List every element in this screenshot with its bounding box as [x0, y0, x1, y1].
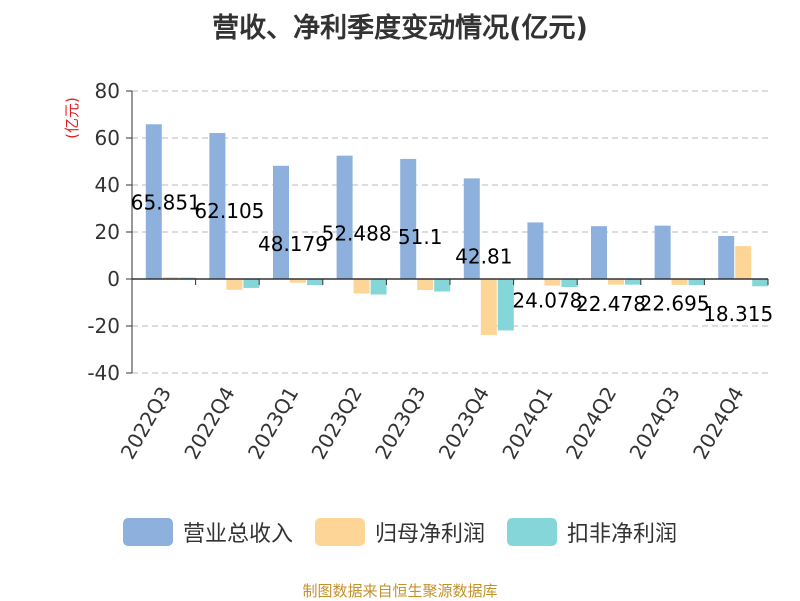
- y-tick-label: 0: [107, 267, 120, 291]
- bar-net-profit: [290, 279, 306, 283]
- legend-swatch-revenue: [122, 518, 173, 546]
- bar-net-profit: [162, 277, 179, 279]
- bar-net-profit: [480, 279, 497, 335]
- data-label: 52.488: [322, 222, 392, 246]
- bar-deducted-profit: [688, 279, 705, 286]
- x-tick-label: 2022Q4: [179, 383, 239, 464]
- bar-revenue: [527, 222, 544, 279]
- bar-deducted-profit: [625, 279, 641, 285]
- chart-title: 营收、净利季度变动情况(亿元): [212, 13, 588, 44]
- x-tick-label: 2024Q1: [497, 383, 557, 464]
- y-tick-label: 20: [95, 220, 120, 244]
- x-tick-label: 2024Q3: [624, 383, 684, 464]
- data-label: 62.105: [194, 199, 264, 223]
- bar-deducted-profit: [561, 279, 578, 287]
- data-label: 42.81: [455, 244, 512, 268]
- bar-net-profit: [608, 279, 624, 285]
- data-label: 22.695: [640, 292, 710, 316]
- legend-item-net-profit[interactable]: 归母净利润: [314, 516, 485, 548]
- bar-revenue: [336, 155, 353, 279]
- bar-revenue: [400, 158, 417, 279]
- legend-label-net-profit: 归母净利润: [374, 522, 485, 547]
- legend-label-revenue: 营业总收入: [182, 522, 293, 547]
- legend-label-deducted-profit: 扣非净利润: [567, 522, 678, 547]
- data-label: 22.478: [576, 292, 646, 316]
- data-label: 24.078: [512, 288, 582, 312]
- bar-net-profit: [226, 279, 243, 290]
- bar-deducted-profit: [243, 279, 260, 288]
- y-tick-label: 80: [95, 79, 120, 103]
- bar-net-profit: [671, 279, 688, 285]
- bar-deducted-profit: [307, 279, 323, 286]
- y-tick-label: 60: [95, 126, 120, 150]
- data-label: 65.851: [131, 190, 201, 214]
- legend-swatch-deducted-profit: [507, 518, 557, 546]
- x-tick-label: 2022Q3: [116, 383, 176, 464]
- bar-revenue: [145, 124, 162, 279]
- legend-item-deducted-profit[interactable]: 扣非净利润: [507, 516, 677, 548]
- x-tick-label: 2024Q4: [688, 383, 748, 464]
- bar-revenue: [718, 235, 735, 279]
- data-label: 51.1: [398, 225, 443, 249]
- bar-revenue: [654, 225, 671, 279]
- y-axis-label: (亿元): [63, 97, 81, 139]
- bar-deducted-profit: [752, 279, 769, 287]
- legend-swatch-net-profit: [314, 518, 365, 546]
- x-tick-label: 2023Q1: [243, 383, 303, 464]
- legend-item-revenue[interactable]: 营业总收入: [122, 516, 293, 548]
- bar-net-profit: [353, 279, 370, 294]
- legend: 营业总收入 归母净利润 扣非净利润: [0, 516, 800, 548]
- bar-deducted-profit: [370, 279, 387, 295]
- bar-revenue: [463, 178, 480, 279]
- y-tick-label: -40: [87, 361, 120, 385]
- data-label: 18.315: [703, 302, 773, 326]
- bar-revenue: [591, 226, 607, 279]
- y-tick-label: 40: [95, 173, 120, 197]
- y-tick-label: -20: [87, 314, 120, 338]
- bar-net-profit: [544, 279, 561, 286]
- x-tick-label: 2023Q4: [434, 383, 494, 464]
- source-note: 制图数据来自恒生聚源数据库: [302, 582, 498, 600]
- bar-deducted-profit: [434, 279, 451, 292]
- data-label: 48.179: [258, 232, 328, 256]
- bar-deducted-profit: [497, 279, 514, 331]
- bar-net-profit: [417, 279, 434, 291]
- x-tick-label: 2023Q3: [370, 383, 430, 464]
- bar-revenue: [209, 133, 226, 279]
- x-tick-label: 2023Q2: [306, 383, 366, 464]
- bar-revenue: [273, 165, 289, 279]
- x-tick-label: 2024Q2: [561, 383, 621, 464]
- bar-net-profit: [735, 246, 752, 279]
